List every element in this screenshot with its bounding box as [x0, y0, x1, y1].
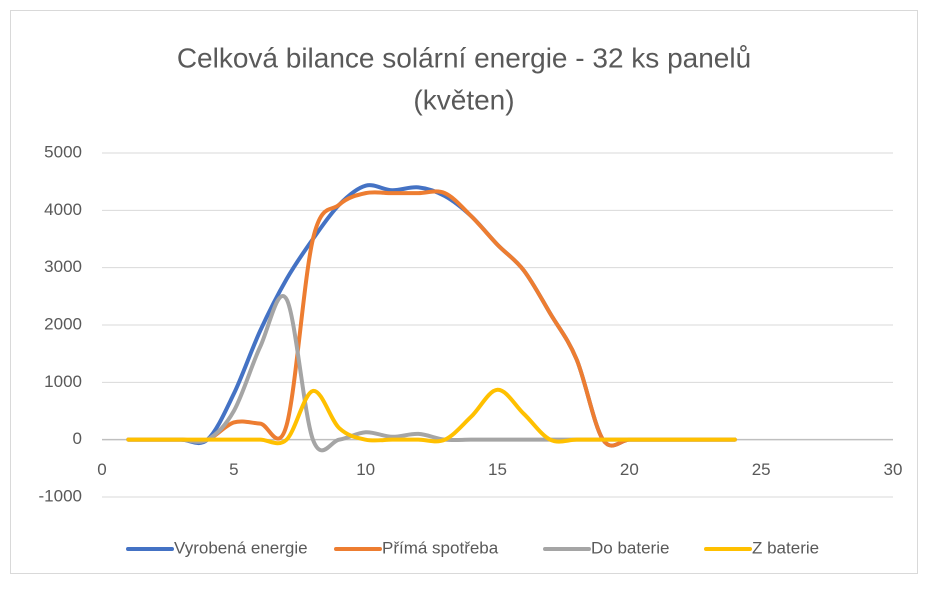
y-tick-label: 4000	[44, 200, 82, 219]
x-tick-label: 0	[97, 460, 106, 479]
series-line	[126, 387, 737, 446]
x-tick-label: 10	[356, 460, 375, 479]
legend-label: Vyrobená energie	[174, 538, 308, 557]
y-tick-label: -1000	[39, 486, 82, 505]
x-tick-label: 25	[752, 460, 771, 479]
y-tick-label: 3000	[44, 257, 82, 276]
x-tick-label: 20	[620, 460, 639, 479]
y-tick-label: 5000	[44, 142, 82, 161]
legend-label: Přímá spotřeba	[382, 538, 499, 557]
y-tick-label: 2000	[44, 314, 82, 333]
x-tick-label: 15	[488, 460, 507, 479]
chart-title: Celková bilance solární energie - 32 ks …	[177, 42, 751, 73]
y-tick-label: 0	[73, 429, 82, 448]
legend-label: Do baterie	[591, 538, 669, 557]
chart-title: (květen)	[413, 84, 514, 115]
x-tick-label: 5	[229, 460, 238, 479]
y-tick-label: 1000	[44, 372, 82, 391]
chart-border	[10, 10, 918, 574]
x-tick-label: 30	[884, 460, 903, 479]
legend-label: Z baterie	[752, 538, 819, 557]
